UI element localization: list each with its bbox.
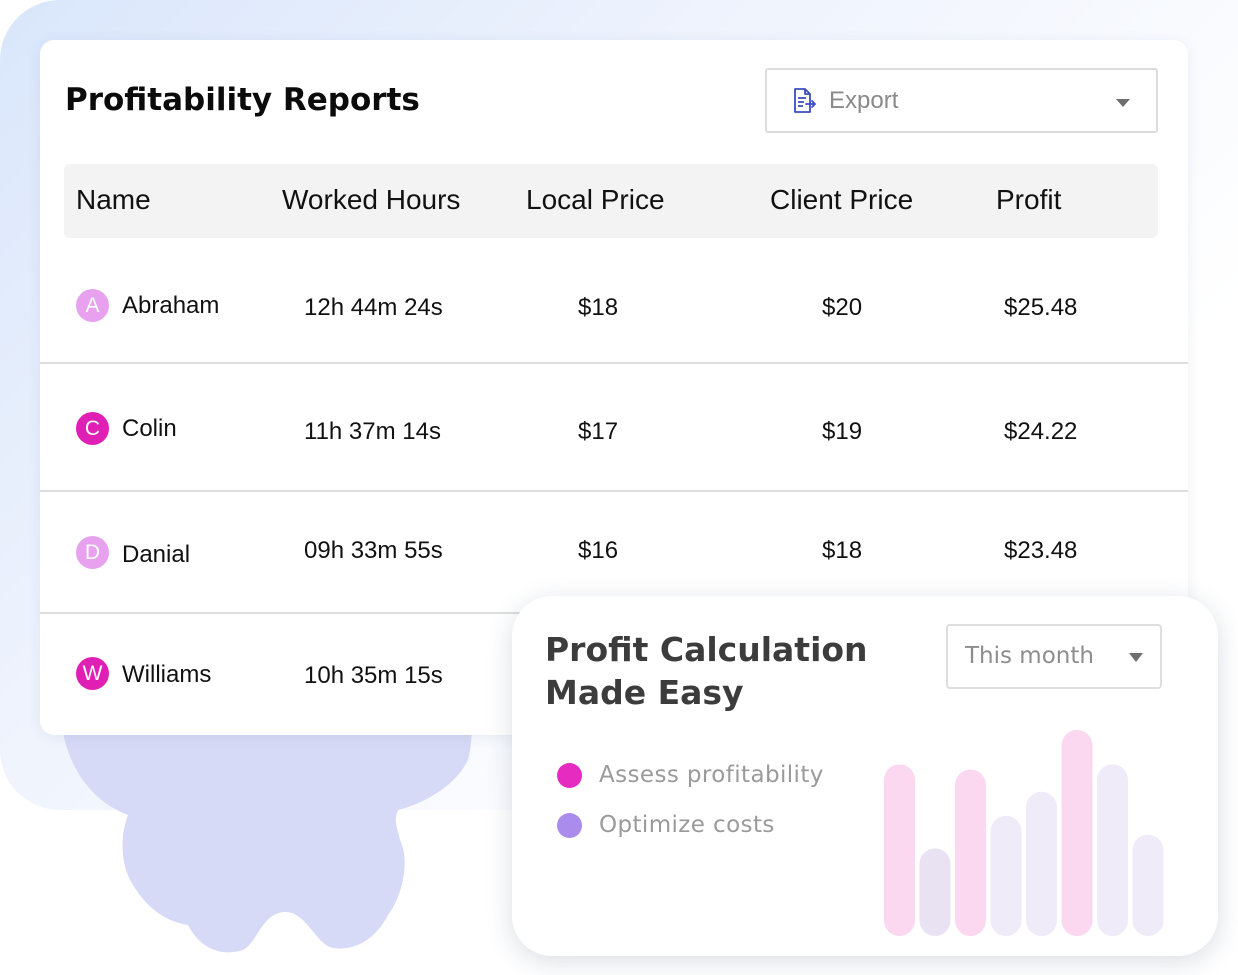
chevron-down-icon — [1116, 99, 1130, 107]
export-dropdown[interactable]: Export — [765, 68, 1158, 133]
chart-bar — [1026, 791, 1057, 936]
chart-bar — [990, 815, 1022, 936]
profit-calculation-card: Profit Calculation Made Easy This month … — [512, 596, 1218, 956]
chart-bar — [884, 764, 915, 936]
report-title: Profitability Reports — [65, 82, 420, 118]
employee-name: Colin — [122, 415, 177, 442]
worked-hours: 10h 35m 15s — [304, 662, 443, 689]
promo-title-line-2: Made Easy — [545, 673, 744, 712]
avatar: A — [76, 289, 109, 322]
column-header-profit: Profit — [996, 184, 1062, 215]
employee-name: Williams — [122, 661, 212, 688]
table-row[interactable]: C Colin 11h 37m 14s $17 $19 $24.22 — [40, 364, 1188, 492]
local-price: $18 — [578, 294, 619, 321]
legend-item-optimize-costs: Optimize costs — [557, 812, 775, 838]
table-row[interactable]: A Abraham 12h 44m 24s $18 $20 $25.48 — [40, 238, 1188, 364]
employee-name: Danial — [122, 541, 191, 568]
period-dropdown[interactable]: This month — [946, 624, 1162, 689]
promo-title: Profit Calculation Made Easy — [545, 628, 905, 714]
chart-bar — [955, 769, 986, 936]
gear-icon — [60, 700, 473, 953]
avatar: D — [76, 536, 109, 569]
chevron-down-icon — [1129, 653, 1143, 662]
worked-hours: 11h 37m 14s — [304, 418, 441, 445]
worked-hours: 12h 44m 24s — [304, 294, 443, 321]
client-price: $20 — [822, 294, 863, 321]
legend-item-assess-profitability: Assess profitability — [557, 762, 824, 788]
period-label: This month — [965, 643, 1094, 669]
profit: $24.22 — [1004, 418, 1078, 445]
local-price: $17 — [578, 418, 619, 445]
legend-dot — [557, 762, 582, 788]
export-label: Export — [829, 86, 899, 114]
column-header-worked-hours: Worked Hours — [282, 184, 461, 215]
table-row[interactable]: W Williams 10h 35m 15s — [40, 614, 1188, 735]
column-header-local-price: Local Price — [526, 184, 665, 215]
table-header: Name Worked Hours Local Price Client Pri… — [64, 164, 1158, 238]
profit: $25.48 — [1004, 294, 1078, 321]
local-price: $16 — [578, 537, 619, 564]
client-price: $19 — [822, 418, 863, 445]
document-export-icon — [794, 87, 816, 113]
employee-name: Abraham — [122, 292, 220, 319]
chart-bar — [1097, 764, 1128, 936]
bar-chart — [884, 730, 1164, 936]
legend-label: Optimize costs — [599, 812, 775, 838]
client-price: $18 — [822, 537, 863, 564]
profit: $23.48 — [1004, 537, 1078, 564]
legend-dot — [557, 812, 582, 838]
avatar: C — [76, 412, 109, 445]
avatar: W — [76, 657, 109, 690]
column-header-client-price: Client Price — [770, 184, 914, 215]
chart-bar — [1061, 730, 1093, 936]
legend-label: Assess profitability — [599, 762, 824, 788]
worked-hours: 09h 33m 55s — [304, 537, 443, 564]
promo-title-line-1: Profit Calculation — [545, 630, 868, 669]
chart-bar — [1132, 834, 1164, 936]
column-header-name: Name — [76, 184, 151, 215]
chart-bar — [919, 848, 951, 936]
